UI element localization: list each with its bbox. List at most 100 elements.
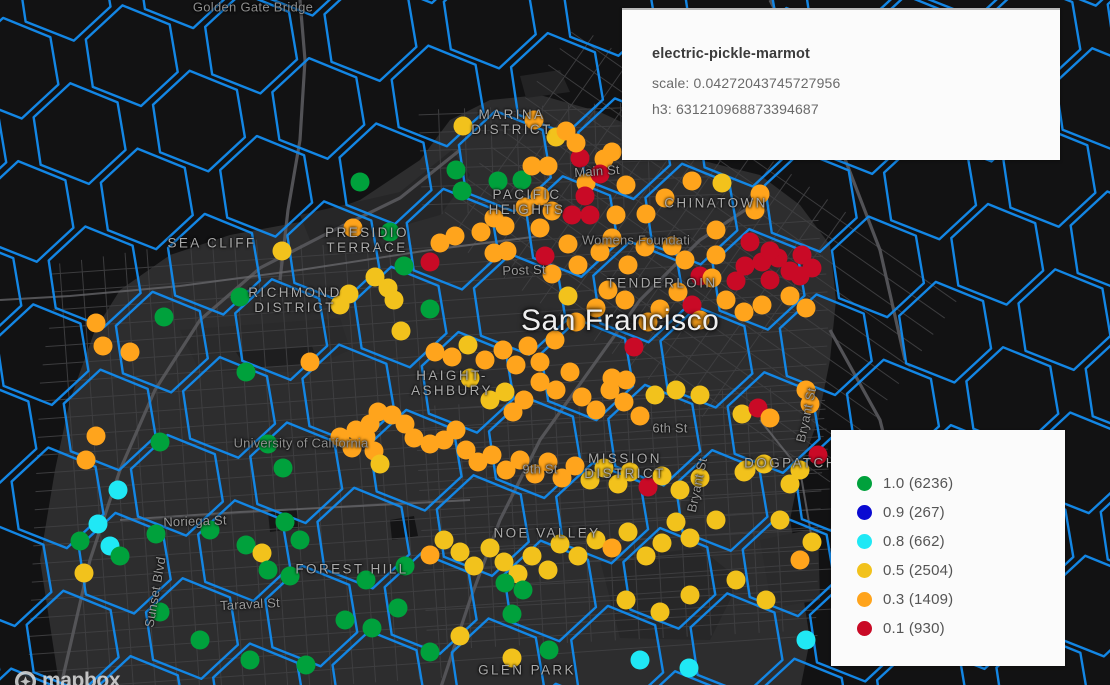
data-point[interactable] [522, 546, 542, 566]
data-point[interactable] [460, 368, 480, 388]
data-point[interactable] [668, 282, 688, 302]
data-point[interactable] [395, 556, 415, 576]
data-point[interactable] [518, 336, 538, 356]
data-point[interactable] [796, 630, 816, 650]
data-point[interactable] [616, 370, 636, 390]
data-point[interactable] [602, 538, 622, 558]
data-point[interactable] [735, 256, 755, 276]
data-point[interactable] [150, 432, 170, 452]
data-point[interactable] [675, 250, 695, 270]
data-point[interactable] [568, 255, 588, 275]
data-point[interactable] [650, 299, 670, 319]
data-point[interactable] [808, 445, 828, 465]
data-point[interactable] [339, 284, 359, 304]
data-point[interactable] [745, 200, 765, 220]
data-point[interactable] [453, 116, 473, 136]
data-point[interactable] [475, 350, 495, 370]
data-point[interactable] [514, 390, 534, 410]
data-point[interactable] [568, 546, 588, 566]
data-point[interactable] [802, 532, 822, 552]
data-point[interactable] [530, 372, 550, 392]
data-point[interactable] [272, 241, 292, 261]
data-point[interactable] [560, 362, 580, 382]
data-point[interactable] [230, 287, 250, 307]
data-point[interactable] [86, 426, 106, 446]
data-point[interactable] [370, 454, 390, 474]
data-point[interactable] [273, 458, 293, 478]
data-point[interactable] [636, 546, 656, 566]
data-point[interactable] [638, 312, 658, 332]
data-point[interactable] [404, 428, 424, 448]
data-point[interactable] [525, 464, 545, 484]
data-point[interactable] [590, 164, 610, 184]
data-point[interactable] [780, 286, 800, 306]
data-point[interactable] [420, 299, 440, 319]
data-point[interactable] [495, 573, 515, 593]
data-point[interactable] [706, 245, 726, 265]
data-point[interactable] [580, 470, 600, 490]
data-point[interactable] [471, 222, 491, 242]
data-point[interactable] [790, 550, 810, 570]
data-point[interactable] [86, 313, 106, 333]
data-point[interactable] [726, 570, 746, 590]
data-point[interactable] [380, 222, 400, 242]
data-point[interactable] [236, 535, 256, 555]
data-point[interactable] [670, 480, 690, 500]
data-point[interactable] [754, 454, 774, 474]
data-point[interactable] [452, 181, 472, 201]
data-point[interactable] [586, 530, 606, 550]
data-point[interactable] [446, 160, 466, 180]
data-point[interactable] [608, 474, 628, 494]
data-point[interactable] [586, 400, 606, 420]
data-point[interactable] [76, 450, 96, 470]
data-point[interactable] [538, 452, 558, 472]
data-point[interactable] [602, 228, 622, 248]
data-point[interactable] [445, 226, 465, 246]
data-point[interactable] [280, 566, 300, 586]
data-point[interactable] [495, 382, 515, 402]
data-point[interactable] [480, 390, 500, 410]
data-point[interactable] [790, 460, 810, 480]
data-point[interactable] [110, 546, 130, 566]
data-point[interactable] [734, 462, 754, 482]
data-point[interactable] [750, 184, 770, 204]
data-point[interactable] [70, 531, 90, 551]
data-point[interactable] [503, 402, 523, 422]
data-point[interactable] [630, 650, 650, 670]
data-point[interactable] [512, 170, 532, 190]
data-point[interactable] [300, 352, 320, 372]
data-point[interactable] [558, 234, 578, 254]
data-point[interactable] [384, 290, 404, 310]
data-point[interactable] [734, 302, 754, 322]
data-point[interactable] [624, 337, 644, 357]
data-point[interactable] [394, 256, 414, 276]
data-point[interactable] [580, 205, 600, 225]
data-point[interactable] [602, 142, 622, 162]
data-point[interactable] [594, 458, 614, 478]
data-point[interactable] [682, 171, 702, 191]
data-point[interactable] [790, 266, 810, 286]
legend-item-0.8[interactable]: 0.8 (662) [857, 527, 1065, 556]
data-point[interactable] [493, 340, 513, 360]
data-point[interactable] [712, 173, 732, 193]
data-point[interactable] [572, 387, 592, 407]
data-point[interactable] [480, 538, 500, 558]
data-point[interactable] [420, 642, 440, 662]
data-point[interactable] [702, 268, 722, 288]
data-point[interactable] [258, 560, 278, 580]
data-point[interactable] [446, 420, 466, 440]
data-point[interactable] [502, 648, 522, 668]
data-point[interactable] [236, 362, 256, 382]
data-point[interactable] [546, 380, 566, 400]
data-point[interactable] [93, 336, 113, 356]
data-point[interactable] [513, 580, 533, 600]
data-point[interactable] [538, 560, 558, 580]
data-point[interactable] [655, 188, 675, 208]
data-point[interactable] [458, 335, 478, 355]
data-point[interactable] [662, 236, 682, 256]
data-point[interactable] [362, 618, 382, 638]
data-point[interactable] [482, 445, 502, 465]
data-point[interactable] [356, 427, 376, 447]
data-point[interactable] [552, 468, 572, 488]
data-point[interactable] [395, 414, 415, 434]
